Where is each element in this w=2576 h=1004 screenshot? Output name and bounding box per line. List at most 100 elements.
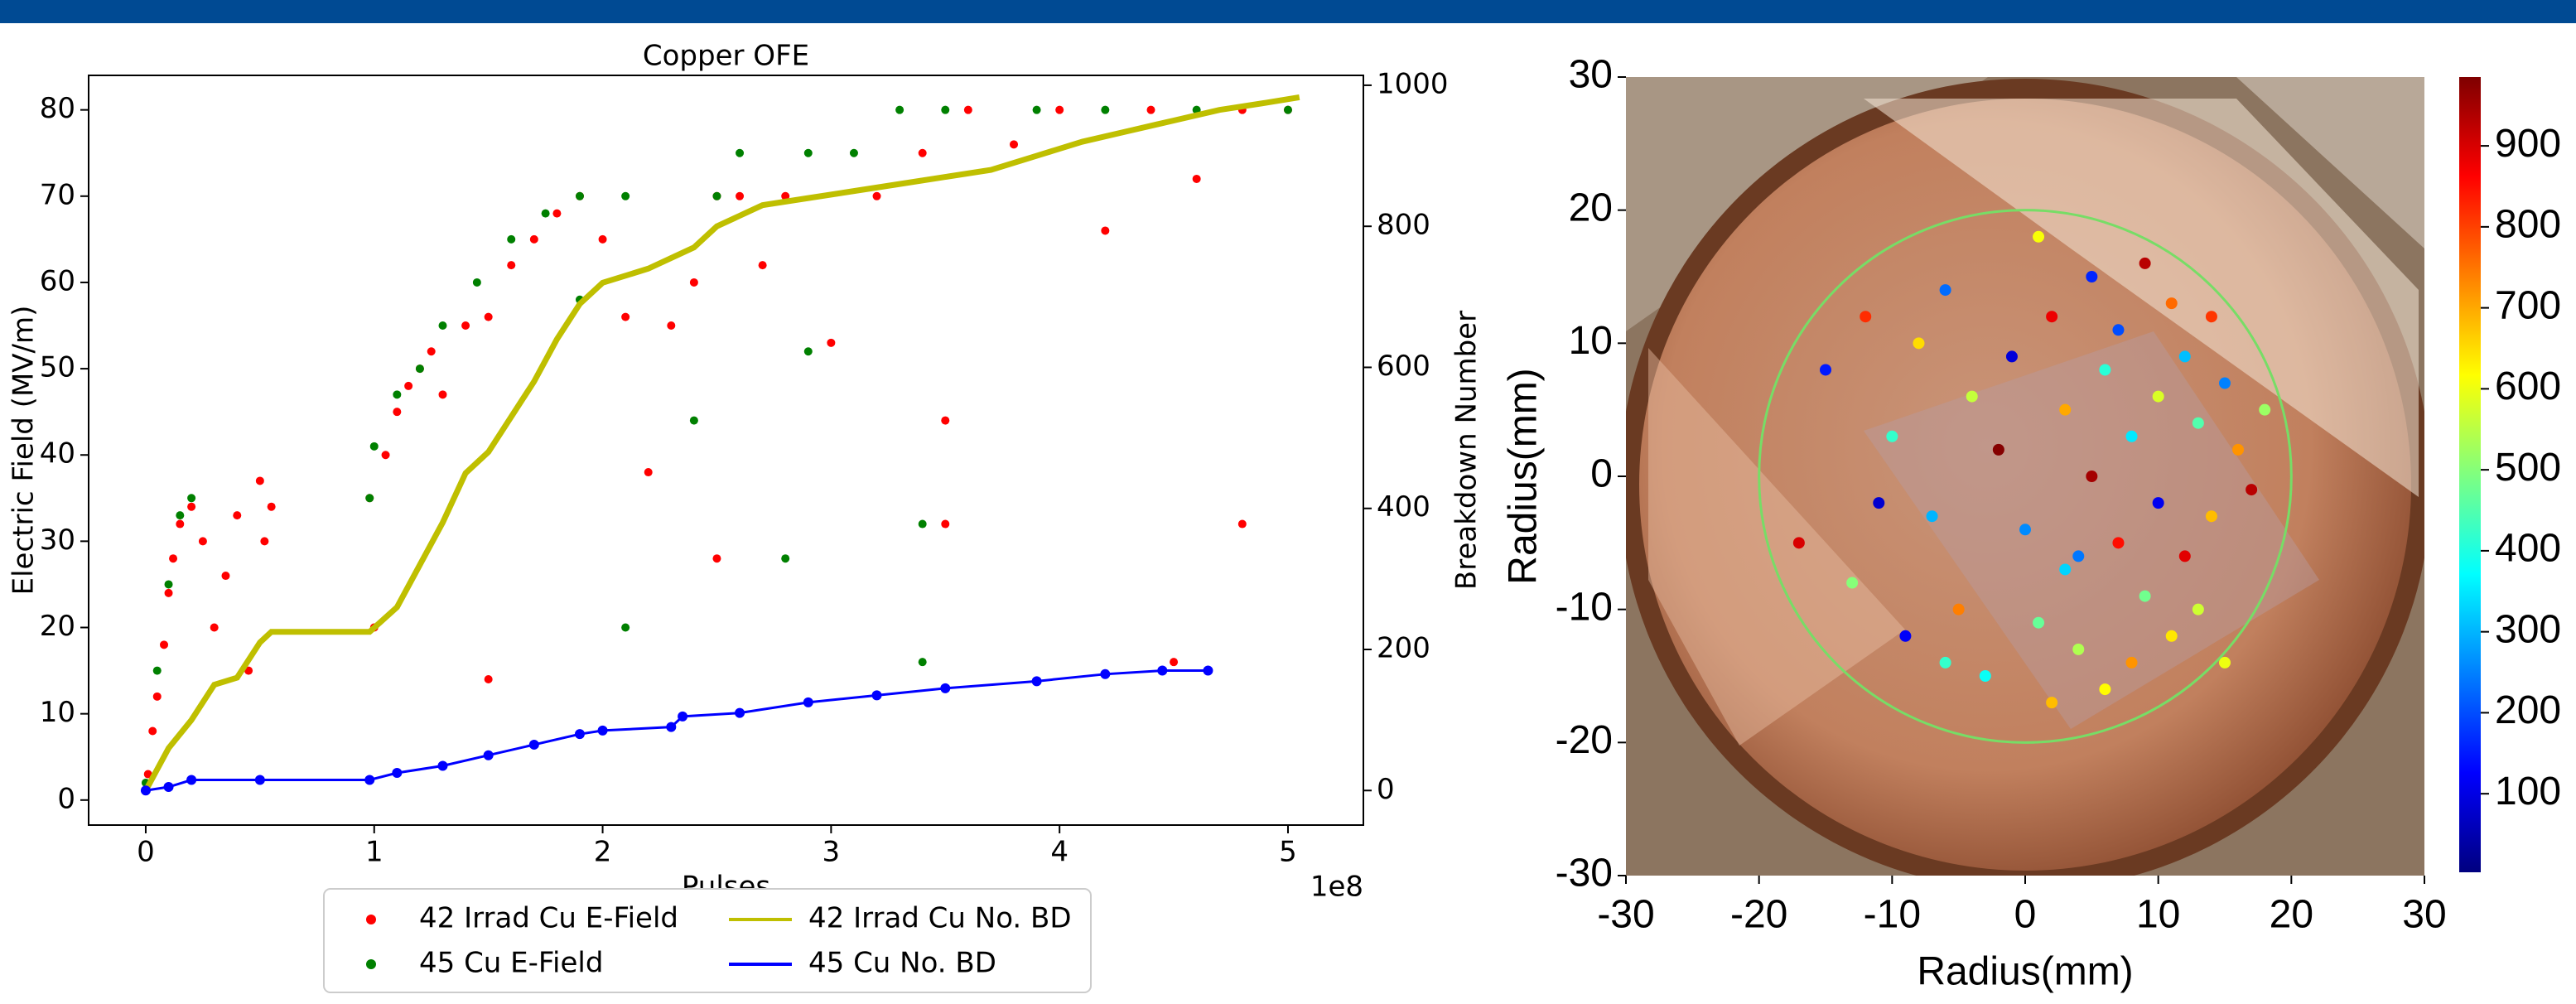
breakdown-point: [2152, 497, 2164, 509]
y-tick-label: 30: [1569, 53, 1613, 97]
breakdown-point: [1939, 656, 1951, 669]
breakdown-point: [2072, 550, 2085, 562]
data-point: [575, 191, 584, 200]
x-tick-label: 30: [2402, 893, 2446, 937]
breakdown-point: [2219, 377, 2231, 389]
line-marker: [163, 782, 174, 793]
data-point: [260, 537, 269, 546]
x-tick-label: 0: [2014, 893, 2037, 937]
breakdown-point: [1992, 443, 2004, 456]
data-point: [507, 261, 516, 270]
x-tick-label: 5: [1279, 836, 1297, 869]
line-marker: [1100, 669, 1111, 679]
breakdown-point: [2178, 550, 2191, 562]
y2-tick-label: 600: [1377, 350, 1430, 383]
data-point: [393, 408, 402, 417]
breakdown-point: [2192, 417, 2204, 429]
legend-label: 42 Irrad Cu E-Field: [419, 902, 678, 935]
breakdown-point: [2219, 656, 2231, 669]
data-point: [712, 554, 721, 563]
data-point: [781, 191, 790, 200]
y-tick-label: 50: [40, 351, 75, 384]
y2-tick-label: 0: [1377, 773, 1395, 806]
data-point: [438, 390, 447, 399]
x-offset-label: 1e8: [1310, 871, 1363, 904]
data-point: [404, 381, 413, 390]
line-marker: [1031, 676, 1042, 687]
line-marker: [392, 767, 403, 778]
y-tick-label: 60: [40, 264, 75, 297]
y-tick-label: 10: [1569, 319, 1613, 363]
breakdown-point: [2059, 563, 2072, 576]
breakdown-point: [2165, 297, 2178, 310]
breakdown-point: [2246, 484, 2258, 496]
y-tick-label: -20: [1556, 718, 1613, 762]
line-marker: [597, 725, 608, 736]
data-point: [918, 519, 927, 529]
breakdown-point: [2046, 697, 2058, 709]
data-point: [164, 580, 173, 589]
breakdown-point: [2259, 403, 2271, 416]
legend-label: 42 Irrad Cu No. BD: [808, 902, 1072, 935]
data-point: [255, 476, 264, 485]
data-point: [529, 234, 538, 244]
legend-label: 45 Cu No. BD: [808, 947, 996, 980]
colorbar-tick-label: 300: [2495, 607, 2561, 651]
data-point: [1146, 105, 1155, 114]
y-tick-label: 0: [1590, 452, 1613, 496]
y2-tick-label: 400: [1377, 490, 1430, 524]
x-tick-label: 10: [2136, 893, 2180, 937]
data-point: [484, 312, 493, 321]
x-tick-label: 1: [365, 836, 384, 869]
data-point: [1237, 519, 1247, 529]
x-tick-label: 0: [137, 836, 155, 869]
breakdown-point: [2139, 257, 2151, 269]
data-point: [1101, 105, 1110, 114]
line-marker: [1157, 665, 1168, 676]
header-bar: [0, 0, 2576, 23]
data-point: [507, 234, 516, 244]
data-point: [598, 234, 607, 244]
legend-marker: [366, 959, 376, 969]
data-point: [143, 770, 152, 779]
legend-marker: [366, 915, 376, 924]
data-point: [827, 338, 836, 347]
y-tick-label: 80: [40, 92, 75, 125]
data-point: [736, 148, 745, 157]
colorbar-tick-label: 100: [2495, 770, 2561, 813]
x-tick-label: 2: [594, 836, 612, 869]
data-point: [712, 191, 721, 200]
data-point: [895, 105, 904, 114]
line-marker: [1203, 665, 1213, 676]
data-point: [221, 572, 230, 581]
data-point: [381, 451, 390, 460]
data-point: [541, 209, 550, 218]
line-marker: [528, 739, 539, 750]
data-point: [1055, 105, 1064, 114]
series-line: [145, 669, 1208, 792]
breakdown-point: [2165, 630, 2178, 642]
colorbar-tick-label: 600: [2495, 364, 2561, 408]
line-marker: [483, 750, 494, 760]
line-marker: [574, 729, 585, 740]
breakdown-point: [2005, 350, 2018, 363]
line-marker: [678, 711, 688, 722]
data-point: [198, 537, 207, 546]
data-point: [427, 347, 436, 356]
data-point: [781, 554, 790, 563]
x-tick-label: -20: [1730, 893, 1787, 937]
breakdown-point: [2033, 230, 2045, 243]
data-point: [667, 321, 676, 331]
breakdown-point: [1873, 497, 1885, 509]
data-point: [803, 148, 813, 157]
data-point: [152, 666, 162, 675]
data-point: [1101, 226, 1110, 235]
data-point: [187, 502, 196, 511]
plot-frame: [88, 75, 1364, 826]
line-marker: [186, 775, 197, 785]
breakdown-point: [1792, 537, 1805, 549]
breakdown-point: [2125, 656, 2138, 669]
